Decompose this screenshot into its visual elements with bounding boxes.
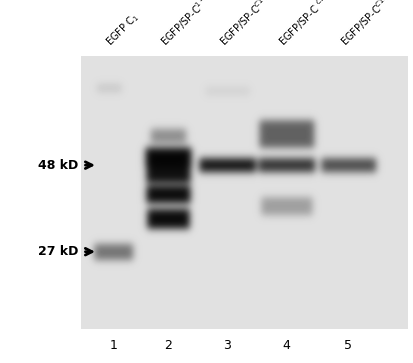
- Text: 1: 1: [109, 339, 117, 352]
- Text: 27 kD: 27 kD: [38, 245, 78, 258]
- Text: EGFP/SP-C$^{C122/186G}$: EGFP/SP-C$^{C122/186G}$: [337, 0, 412, 49]
- Text: EGFP/SP-C $^{C122G}$: EGFP/SP-C $^{C122G}$: [275, 0, 342, 49]
- Text: 5: 5: [344, 339, 352, 352]
- Text: 2: 2: [164, 339, 172, 352]
- Text: EGFP/SP-C$^{1-194}$: EGFP/SP-C$^{1-194}$: [157, 0, 223, 49]
- Text: 4: 4: [282, 339, 290, 352]
- Text: 48 kD: 48 kD: [38, 159, 78, 172]
- Text: EGFP/SP-C$^{C186G}$: EGFP/SP-C$^{C186G}$: [216, 0, 280, 49]
- Text: EGFP C$_1$: EGFP C$_1$: [103, 11, 142, 49]
- Text: 3: 3: [223, 339, 231, 352]
